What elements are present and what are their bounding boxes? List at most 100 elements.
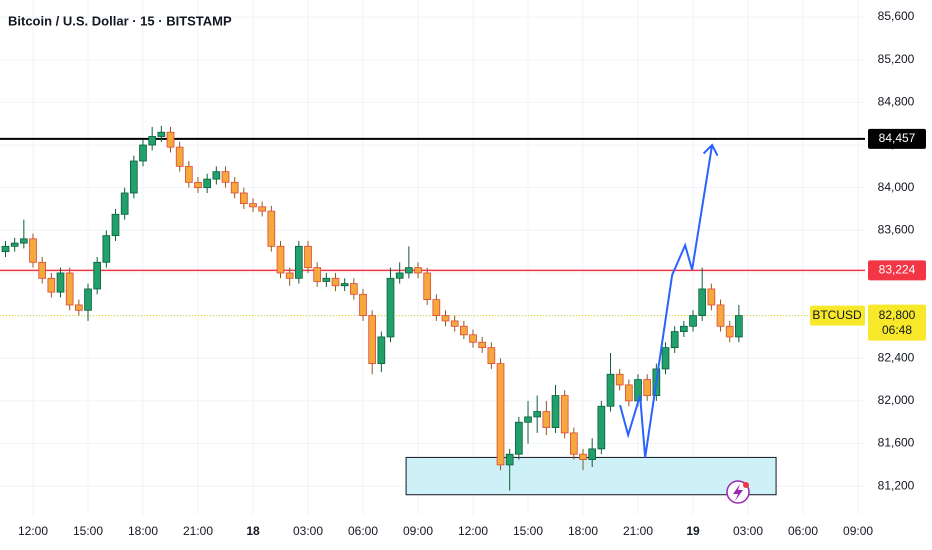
candle-body (551, 395, 560, 428)
chart-title: Bitcoin / U.S. Dollar · 15 · BITSTAMP (8, 13, 232, 28)
candle-body (240, 192, 248, 205)
candle-body (93, 261, 102, 290)
candle-body (496, 363, 505, 466)
x-tick-label: 03:00 (293, 524, 323, 538)
candle-body (322, 277, 331, 282)
candle-body (10, 242, 19, 247)
candle-body (689, 315, 697, 327)
candle-body (350, 283, 358, 295)
symbol-box (810, 305, 865, 326)
candle-body (276, 245, 285, 274)
candle-body (515, 421, 523, 455)
x-tick-label: 12:00 (458, 524, 488, 538)
candle-body (175, 146, 184, 167)
candle-body (716, 304, 725, 327)
y-tick-label: 81,600 (878, 436, 915, 450)
candle-body (542, 411, 551, 428)
candle-body (267, 210, 276, 247)
candle-body (735, 315, 743, 338)
candle-body (441, 315, 450, 322)
candle-body (670, 331, 679, 348)
x-tick-label: 03:00 (733, 524, 763, 538)
level-price-label: 84,457 (879, 131, 916, 145)
candle-body (625, 384, 633, 402)
x-tick-label: 19 (686, 524, 700, 538)
candle-body (386, 277, 395, 338)
y-tick-label: 82,400 (878, 350, 915, 364)
candle-body (725, 325, 734, 338)
candle-body (368, 315, 377, 364)
candle-body (56, 272, 65, 293)
candle-body (194, 181, 202, 189)
x-tick-label: 06:00 (788, 524, 818, 538)
candle-body (19, 238, 28, 244)
candle-body (258, 206, 267, 212)
candle-body (221, 171, 230, 183)
x-tick-label: 18 (246, 524, 260, 538)
y-tick-label: 82,000 (878, 393, 915, 407)
candle-body (680, 325, 688, 333)
candle-body (405, 267, 413, 274)
candle-body (120, 192, 129, 215)
candle-body (157, 131, 166, 137)
candle-body (414, 267, 422, 274)
projection-arrowhead (702, 143, 719, 157)
candle-body (1, 245, 10, 253)
candle-body (661, 347, 670, 370)
y-tick-label: 81,200 (878, 478, 915, 492)
candle-body (331, 277, 340, 287)
candle-body (185, 165, 193, 183)
level-price-box (868, 260, 926, 281)
candle-body (423, 272, 432, 301)
y-tick-label: 83,600 (878, 222, 915, 236)
x-tick-label: 15:00 (513, 524, 543, 538)
candle-body (487, 347, 496, 364)
candle-body (47, 277, 56, 293)
candle-body (65, 272, 74, 306)
x-tick-label: 21:00 (183, 524, 213, 538)
candle-body (166, 131, 175, 148)
candle-body (460, 325, 468, 336)
candle-body (304, 245, 312, 269)
candle-body (432, 299, 441, 317)
candle-body (212, 171, 221, 180)
candle-body (707, 288, 716, 306)
symbol-label: BTCUSD (812, 308, 862, 322)
candle-body (130, 160, 138, 194)
candle-body (74, 304, 83, 311)
support-zone (405, 456, 777, 496)
x-tick-label: 18:00 (568, 524, 598, 538)
candle-body (111, 213, 120, 237)
candle-body (102, 235, 111, 263)
candle-body (450, 320, 459, 327)
candle-body (148, 136, 157, 146)
candle-body (29, 238, 37, 263)
candle-body (579, 453, 587, 460)
candle-body (313, 267, 322, 282)
candle-body (615, 373, 624, 386)
logo (726, 480, 750, 504)
countdown-label: 06:48 (882, 323, 912, 337)
candle-body (560, 395, 569, 434)
y-tick-label: 85,600 (878, 9, 915, 23)
x-tick-label: 09:00 (843, 524, 873, 538)
y-tick-label: 84,000 (878, 180, 915, 194)
last-price-box (868, 304, 926, 341)
x-tick-label: 21:00 (623, 524, 653, 538)
candle-body (139, 144, 147, 162)
candle-body (295, 245, 303, 279)
level-price-label: 83,224 (879, 263, 916, 277)
candle-body (597, 405, 606, 450)
candle-body (524, 416, 532, 423)
y-tick-label: 84,800 (878, 95, 915, 109)
candle-body (340, 283, 349, 287)
candle-body (606, 373, 615, 407)
candle-body (249, 203, 257, 208)
x-tick-label: 09:00 (403, 524, 433, 538)
candle-body (359, 293, 367, 317)
candle-body (84, 288, 92, 311)
y-tick-label: 85,200 (878, 52, 915, 66)
candle-body (230, 181, 239, 194)
